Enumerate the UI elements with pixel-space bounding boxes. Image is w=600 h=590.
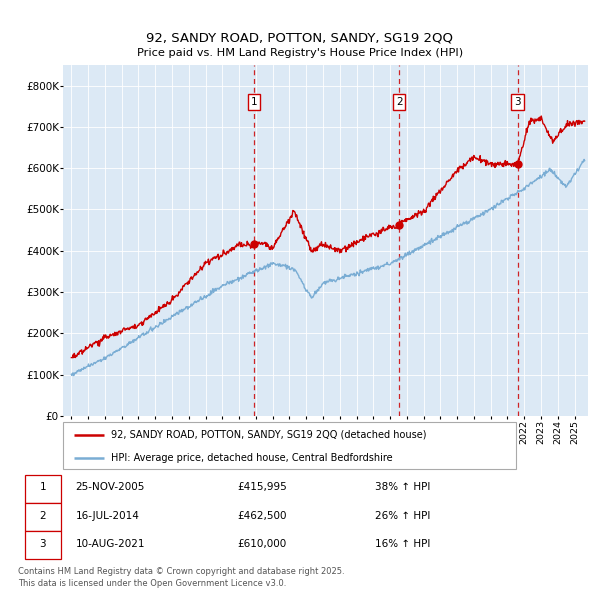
Text: 3: 3 — [40, 539, 46, 549]
Text: Price paid vs. HM Land Registry's House Price Index (HPI): Price paid vs. HM Land Registry's House … — [137, 48, 463, 58]
FancyBboxPatch shape — [25, 474, 61, 503]
Text: 25-NOV-2005: 25-NOV-2005 — [76, 483, 145, 493]
Text: 10-AUG-2021: 10-AUG-2021 — [76, 539, 145, 549]
FancyBboxPatch shape — [25, 503, 61, 531]
FancyBboxPatch shape — [63, 422, 516, 469]
Text: 26% ↑ HPI: 26% ↑ HPI — [375, 510, 430, 520]
Text: £415,995: £415,995 — [237, 483, 287, 493]
Text: 16-JUL-2014: 16-JUL-2014 — [76, 510, 139, 520]
Text: 1: 1 — [251, 97, 257, 107]
Text: Contains HM Land Registry data © Crown copyright and database right 2025.
This d: Contains HM Land Registry data © Crown c… — [18, 568, 344, 588]
Text: 38% ↑ HPI: 38% ↑ HPI — [375, 483, 430, 493]
Text: HPI: Average price, detached house, Central Bedfordshire: HPI: Average price, detached house, Cent… — [110, 453, 392, 463]
Text: 2: 2 — [40, 510, 46, 520]
Text: 16% ↑ HPI: 16% ↑ HPI — [375, 539, 430, 549]
Text: £610,000: £610,000 — [237, 539, 286, 549]
Text: £462,500: £462,500 — [237, 510, 286, 520]
FancyBboxPatch shape — [25, 531, 61, 559]
Text: 92, SANDY ROAD, POTTON, SANDY, SG19 2QQ: 92, SANDY ROAD, POTTON, SANDY, SG19 2QQ — [146, 32, 454, 45]
Text: 92, SANDY ROAD, POTTON, SANDY, SG19 2QQ (detached house): 92, SANDY ROAD, POTTON, SANDY, SG19 2QQ … — [110, 430, 426, 440]
Text: 2: 2 — [396, 97, 403, 107]
Text: 1: 1 — [40, 483, 46, 493]
Text: 3: 3 — [514, 97, 521, 107]
